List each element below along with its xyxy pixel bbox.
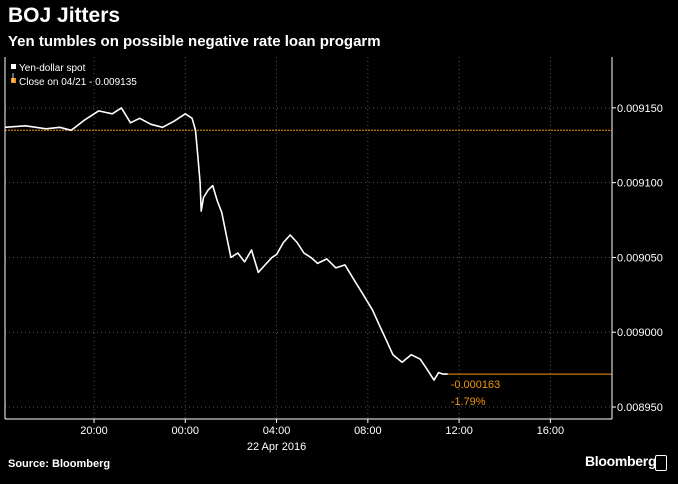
change-annotation: -0.000163 xyxy=(451,379,501,391)
chart-title: BOJ Jitters xyxy=(8,4,121,27)
x-tick-label: 16:00 xyxy=(537,425,565,437)
y-tick-label: 0.008950 xyxy=(617,402,663,414)
tick-labels: 0.009150 0.009100 0.009050 0.009000 0.008950… xyxy=(80,103,663,453)
legend-swatch xyxy=(11,78,16,83)
y-tick-label: 0.009100 xyxy=(617,178,663,190)
x-tick-label: 12:00 xyxy=(445,425,473,437)
source-note: Source: Bloomberg xyxy=(8,458,111,470)
axes xyxy=(4,57,616,423)
legend-entry: Yen-dollar spot xyxy=(19,63,86,74)
series-layer xyxy=(4,107,448,381)
series-line-yen-dollar xyxy=(4,107,448,381)
change-annotation: -1.79% xyxy=(451,396,486,408)
brand-mark-icon xyxy=(655,455,667,471)
y-tick-label: 0.009000 xyxy=(617,327,663,339)
x-tick-label: 04:00 xyxy=(263,425,291,437)
legend-entry: Close on 04/21 - 0.009135 xyxy=(19,77,137,88)
grid-lines xyxy=(5,57,612,419)
reference-lines xyxy=(5,129,612,375)
annotations: -0.000163 -1.79% xyxy=(451,379,501,408)
y-tick-label: 0.009050 xyxy=(617,252,663,264)
y-tick-label: 0.009150 xyxy=(617,103,663,115)
legend-swatch xyxy=(11,64,16,69)
chart-subtitle: Yen tumbles on possible negative rate lo… xyxy=(8,33,381,50)
x-tick-label: 08:00 xyxy=(354,425,382,437)
x-date-label: 22 Apr 2016 xyxy=(247,441,306,453)
legend: Yen-dollar spot Close on 04/21 - 0.009135 xyxy=(11,63,137,88)
x-tick-label: 00:00 xyxy=(172,425,200,437)
brand-logo: Bloomberg xyxy=(585,453,657,469)
x-tick-label: 20:00 xyxy=(80,425,108,437)
